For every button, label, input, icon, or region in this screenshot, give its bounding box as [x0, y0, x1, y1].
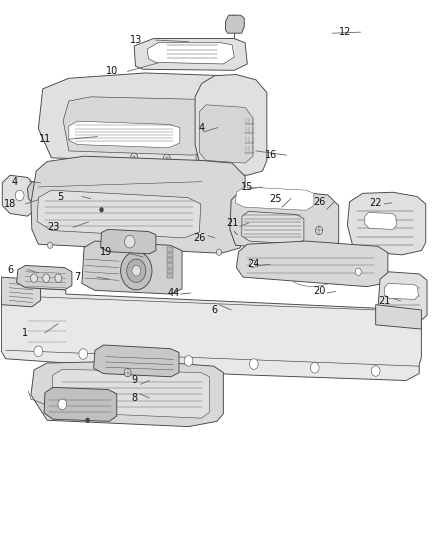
Circle shape [47, 242, 53, 248]
Polygon shape [167, 253, 173, 257]
Circle shape [43, 274, 49, 282]
Circle shape [99, 207, 104, 213]
Polygon shape [347, 192, 426, 255]
Text: 21: 21 [226, 218, 238, 228]
Polygon shape [242, 212, 304, 244]
Polygon shape [82, 241, 182, 294]
Circle shape [196, 153, 203, 161]
Text: 8: 8 [131, 393, 137, 403]
Polygon shape [385, 284, 418, 300]
Polygon shape [147, 43, 234, 64]
Circle shape [79, 349, 88, 359]
Text: 5: 5 [57, 191, 63, 201]
Text: 15: 15 [241, 182, 254, 192]
Polygon shape [134, 38, 247, 70]
Text: 6: 6 [7, 265, 13, 274]
Text: 11: 11 [39, 134, 51, 144]
Polygon shape [167, 258, 173, 262]
Circle shape [37, 184, 40, 188]
Polygon shape [236, 187, 314, 211]
Text: 7: 7 [74, 272, 81, 282]
Text: 1: 1 [22, 328, 28, 338]
Circle shape [15, 190, 24, 201]
Circle shape [371, 366, 380, 376]
Circle shape [127, 259, 146, 282]
Text: 9: 9 [131, 375, 137, 385]
Circle shape [120, 252, 152, 290]
Polygon shape [31, 156, 245, 253]
Text: 21: 21 [378, 296, 391, 306]
Polygon shape [1, 277, 41, 307]
Polygon shape [167, 247, 173, 252]
Text: 13: 13 [130, 35, 142, 45]
Text: 18: 18 [4, 199, 16, 209]
Polygon shape [376, 305, 421, 329]
Polygon shape [167, 274, 173, 278]
Text: 10: 10 [106, 67, 119, 76]
Polygon shape [39, 73, 239, 163]
Polygon shape [69, 121, 180, 148]
Polygon shape [199, 105, 253, 163]
Circle shape [131, 153, 138, 161]
Circle shape [132, 265, 141, 276]
Circle shape [124, 368, 131, 377]
Circle shape [355, 268, 361, 276]
Text: 6: 6 [212, 305, 218, 315]
Polygon shape [44, 387, 117, 421]
Text: 4: 4 [11, 176, 18, 187]
Polygon shape [2, 175, 37, 216]
Circle shape [163, 154, 170, 163]
Text: 23: 23 [47, 222, 60, 232]
Circle shape [250, 260, 256, 268]
Circle shape [316, 226, 322, 235]
Text: 16: 16 [265, 150, 277, 160]
Text: 25: 25 [269, 193, 282, 204]
Circle shape [58, 399, 67, 410]
Circle shape [124, 235, 135, 248]
Polygon shape [51, 369, 209, 418]
Circle shape [311, 362, 319, 373]
Text: 24: 24 [247, 260, 260, 269]
Text: 4: 4 [198, 123, 205, 133]
Circle shape [31, 274, 38, 282]
Polygon shape [195, 75, 267, 175]
Polygon shape [17, 265, 72, 290]
Circle shape [216, 249, 222, 255]
Polygon shape [167, 263, 173, 268]
Polygon shape [101, 229, 156, 254]
Circle shape [34, 346, 43, 357]
Text: 22: 22 [369, 198, 382, 208]
Text: 12: 12 [339, 27, 351, 37]
Text: 26: 26 [313, 197, 325, 207]
Text: 19: 19 [100, 247, 112, 257]
Polygon shape [226, 15, 244, 33]
Circle shape [125, 352, 134, 363]
Polygon shape [63, 97, 217, 155]
Circle shape [85, 418, 90, 423]
Polygon shape [237, 241, 388, 287]
Polygon shape [230, 190, 339, 252]
Polygon shape [37, 190, 201, 238]
Polygon shape [365, 213, 396, 229]
Circle shape [37, 195, 40, 199]
Text: 20: 20 [313, 286, 325, 296]
Circle shape [55, 274, 62, 282]
Polygon shape [1, 287, 421, 381]
Polygon shape [31, 361, 223, 426]
Circle shape [250, 359, 258, 369]
Circle shape [228, 15, 240, 30]
Text: 26: 26 [193, 233, 205, 243]
Circle shape [184, 356, 193, 366]
Text: 44: 44 [167, 288, 180, 298]
Circle shape [164, 248, 170, 255]
Circle shape [103, 246, 109, 252]
Polygon shape [94, 345, 179, 377]
Polygon shape [167, 269, 173, 273]
Polygon shape [28, 181, 49, 204]
Polygon shape [378, 272, 427, 322]
